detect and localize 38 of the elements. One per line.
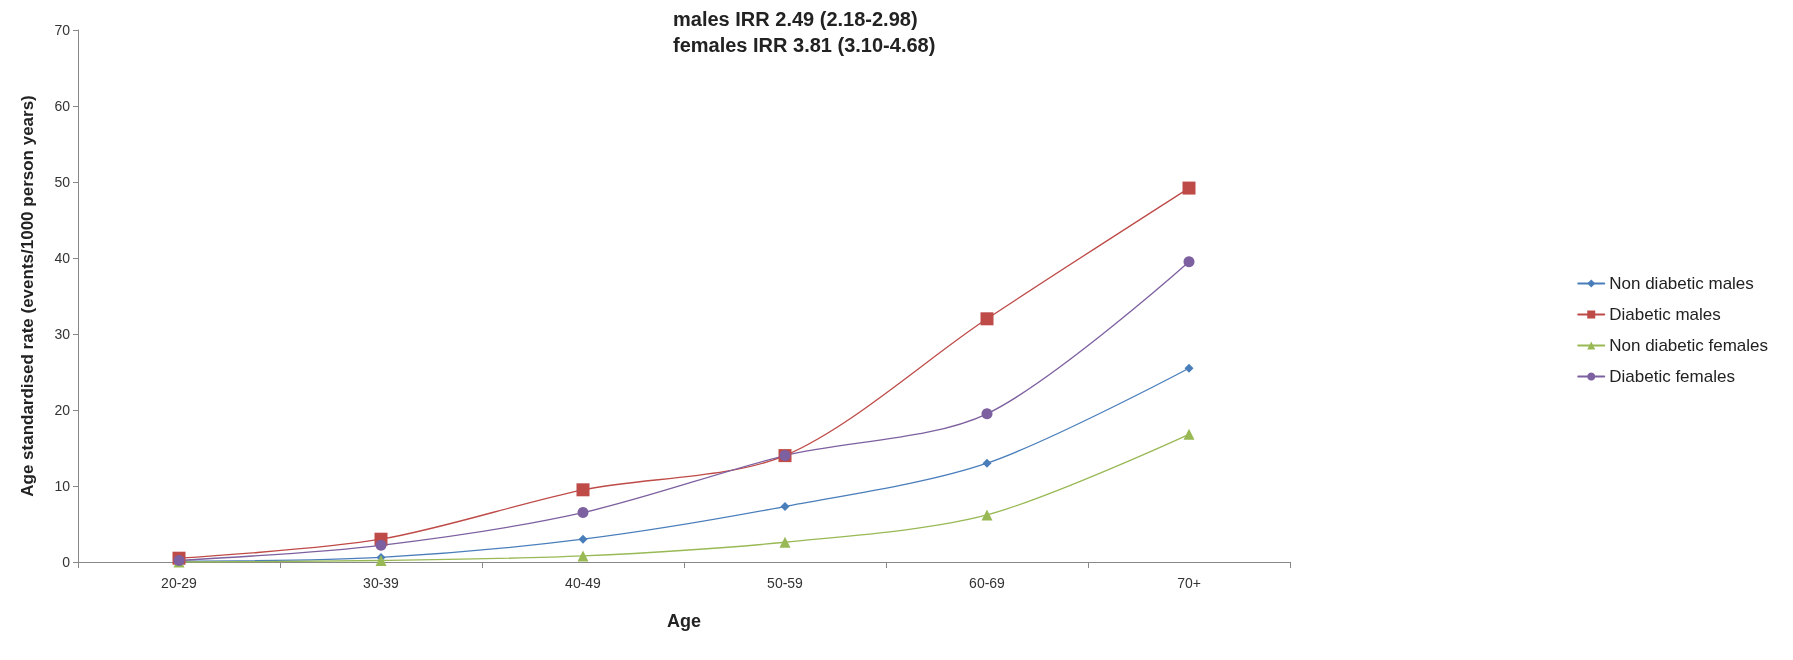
y-axis-title: Age standardised rate (events/1000 person years) (18, 95, 37, 497)
legend-label: Diabetic males (1609, 305, 1721, 324)
point (375, 554, 387, 566)
y-tick-label: 10 (54, 478, 71, 494)
point (780, 502, 790, 512)
point (578, 534, 588, 544)
chart-title: males IRR 2.49 (2.18-2.98) (673, 8, 918, 30)
point (981, 509, 993, 521)
legend-label: Non diabetic females (1609, 336, 1769, 355)
y-tick-label: 40 (54, 250, 71, 266)
point (1182, 181, 1196, 195)
chart-subtitle: females IRR 3.81 (3.10-4.68) (673, 34, 936, 56)
y-tick-label: 60 (54, 98, 71, 114)
point (577, 550, 589, 562)
x-tick-label: 30-39 (363, 575, 400, 591)
x-tick-label: 60-69 (969, 575, 1006, 591)
point (1183, 428, 1195, 440)
x-tick-label: 20-29 (161, 575, 198, 591)
point (981, 408, 993, 420)
point (577, 507, 589, 519)
point (982, 458, 992, 468)
point (980, 312, 994, 326)
y-tick-label: 30 (54, 326, 71, 342)
legend-label: Diabetic females (1609, 367, 1735, 386)
y-tick-label: 0 (62, 554, 71, 570)
x-tick-label: 70+ (1177, 575, 1201, 591)
y-tick-label: 70 (54, 22, 71, 38)
x-tick-label: 50-59 (767, 575, 804, 591)
legend-label: Non diabetic males (1609, 274, 1754, 293)
point (375, 539, 387, 551)
point (576, 483, 590, 497)
point (779, 536, 791, 548)
y-tick-label: 50 (54, 174, 71, 190)
x-axis-title: Age (666, 611, 702, 631)
x-tick-label: 40-49 (565, 575, 602, 591)
y-tick-label: 20 (54, 402, 71, 418)
point (1184, 363, 1194, 373)
point (1183, 256, 1195, 268)
